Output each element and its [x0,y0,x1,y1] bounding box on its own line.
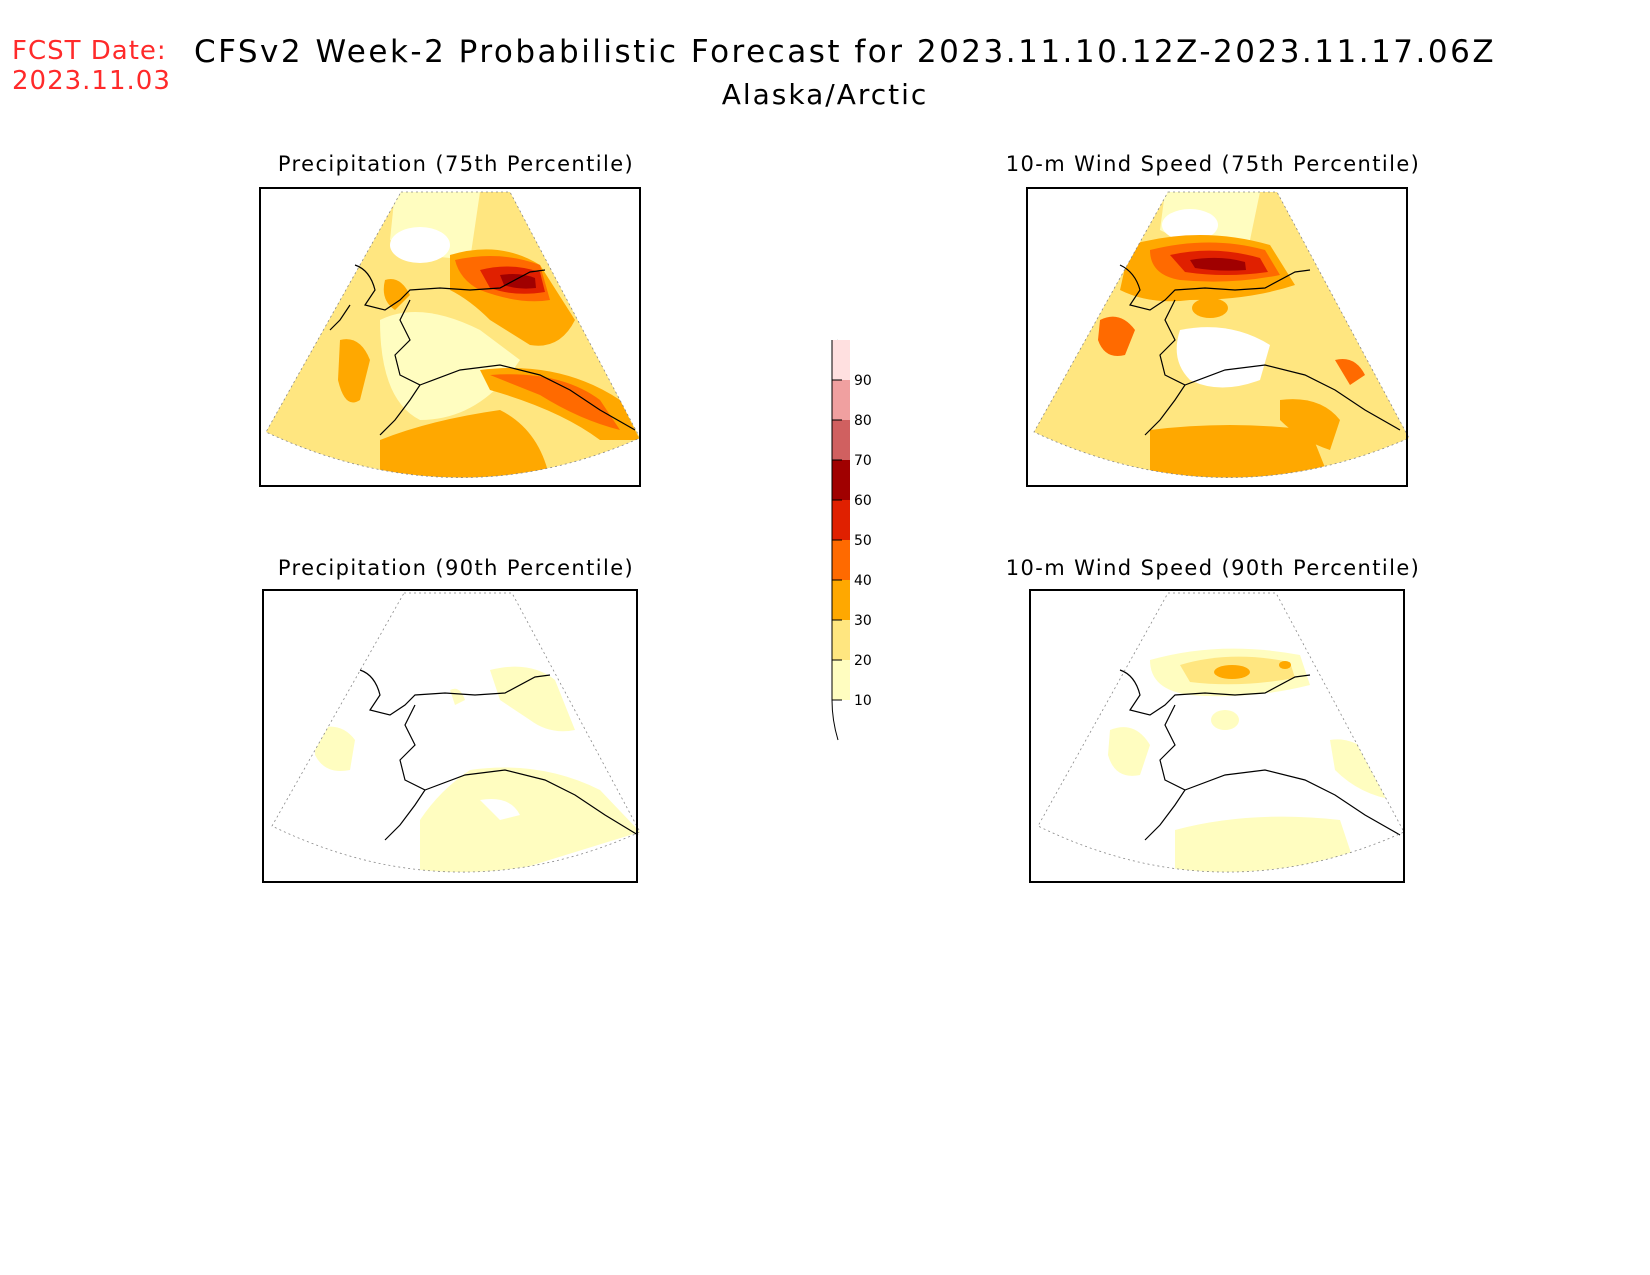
colorbar-segment [832,420,850,460]
precip90-frame [262,589,638,883]
precip75-orange-bering [338,339,370,403]
wind90-frame [1029,589,1405,883]
page-title: CFSv2 Week-2 Probabilistic Forecast for … [0,34,1650,70]
wind90-coastline [1119,669,1401,841]
colorbar-segment [832,340,850,380]
wind90-orange-spot-2 [1279,661,1291,669]
colorbar-tick-label: 30 [854,613,872,629]
precip90-white-gap [480,799,520,820]
wind90-light-south [1175,816,1360,873]
page-title-text: CFSv2 Week-2 Probabilistic Forecast for … [193,34,1497,70]
wind75-redorange-west [1098,316,1135,356]
colorbar-tick-label: 70 [854,453,872,469]
colorbar-bottom-cap [831,699,839,741]
wind90-light-spot [1211,710,1239,730]
colorbar-segment [832,540,850,580]
wind75-redorange-east [1335,359,1365,385]
colorbar-tick-label: 40 [854,573,872,589]
forecast-date-block: FCST Date: 2023.11.03 [12,36,171,96]
colorbar-segment [832,380,850,420]
colorbar-tick-label: 50 [854,533,872,549]
precip75-coastline [329,264,636,436]
wind90-light-bering [1108,727,1150,776]
forecast-date-value: 2023.11.03 [12,66,171,96]
map-panel-precip-90 [262,589,641,883]
wind75-coastline [1119,264,1401,436]
colorbar: 10 20 30 40 50 60 70 80 90 [831,339,872,741]
precip90-light-bering [315,726,355,771]
precip75-orange-south [380,410,550,478]
map-panel-wind-75 [1026,187,1410,487]
forecast-date-label: FCST Date: [12,36,167,66]
colorbar-tick-label: 20 [854,653,872,669]
precip90-light-spot [450,688,465,705]
precip75-white-patch [390,227,450,263]
colorbar-tick-label: 60 [854,493,872,509]
colorbar-segment [832,500,850,540]
colorbar-segment [832,580,850,620]
precip90-graticule [271,592,641,873]
colorbar-tick-label: 10 [854,693,872,709]
colorbar-segment [832,460,850,500]
colorbar-segment [832,660,850,700]
colorbar-segment [832,620,850,660]
precip90-coastline [359,669,639,841]
colorbar-tick-label: 90 [854,373,872,389]
map-panel-wind-90 [1029,589,1405,883]
precip75-frame [259,187,641,487]
precip75-darkred-core [500,274,536,289]
wind75-white-north [1162,209,1218,241]
region-subtitle: Alaska/Arctic [721,78,929,111]
wind90-light-east [1330,739,1395,800]
precip90-light-gulf [420,767,640,873]
precip90-light-north [490,666,575,732]
wind90-graticule [1037,592,1405,873]
wind75-orange-se [1280,399,1340,450]
precip75-graticule [265,191,641,478]
wind75-frame [1026,187,1408,487]
map-panel-precip-75 [259,187,641,487]
wind75-graticule [1033,191,1410,478]
colorbar-tick-label: 80 [854,413,872,429]
wind90-orange-spot [1214,665,1250,679]
panel-title-precip-75: Precipitation (75th Percentile) [277,152,635,176]
panel-title-wind-75: 10-m Wind Speed (75th Percentile) [1005,152,1421,176]
precip75-redorange-gulf [490,374,620,430]
precip75-orange-west [383,279,410,310]
wind75-orange-spot [1192,298,1228,318]
panel-title-wind-90: 10-m Wind Speed (90th Percentile) [1005,556,1421,580]
wind75-white-interior [1176,327,1270,388]
panel-title-precip-90: Precipitation (90th Percentile) [277,556,635,580]
wind75-darkred-core [1190,257,1246,271]
